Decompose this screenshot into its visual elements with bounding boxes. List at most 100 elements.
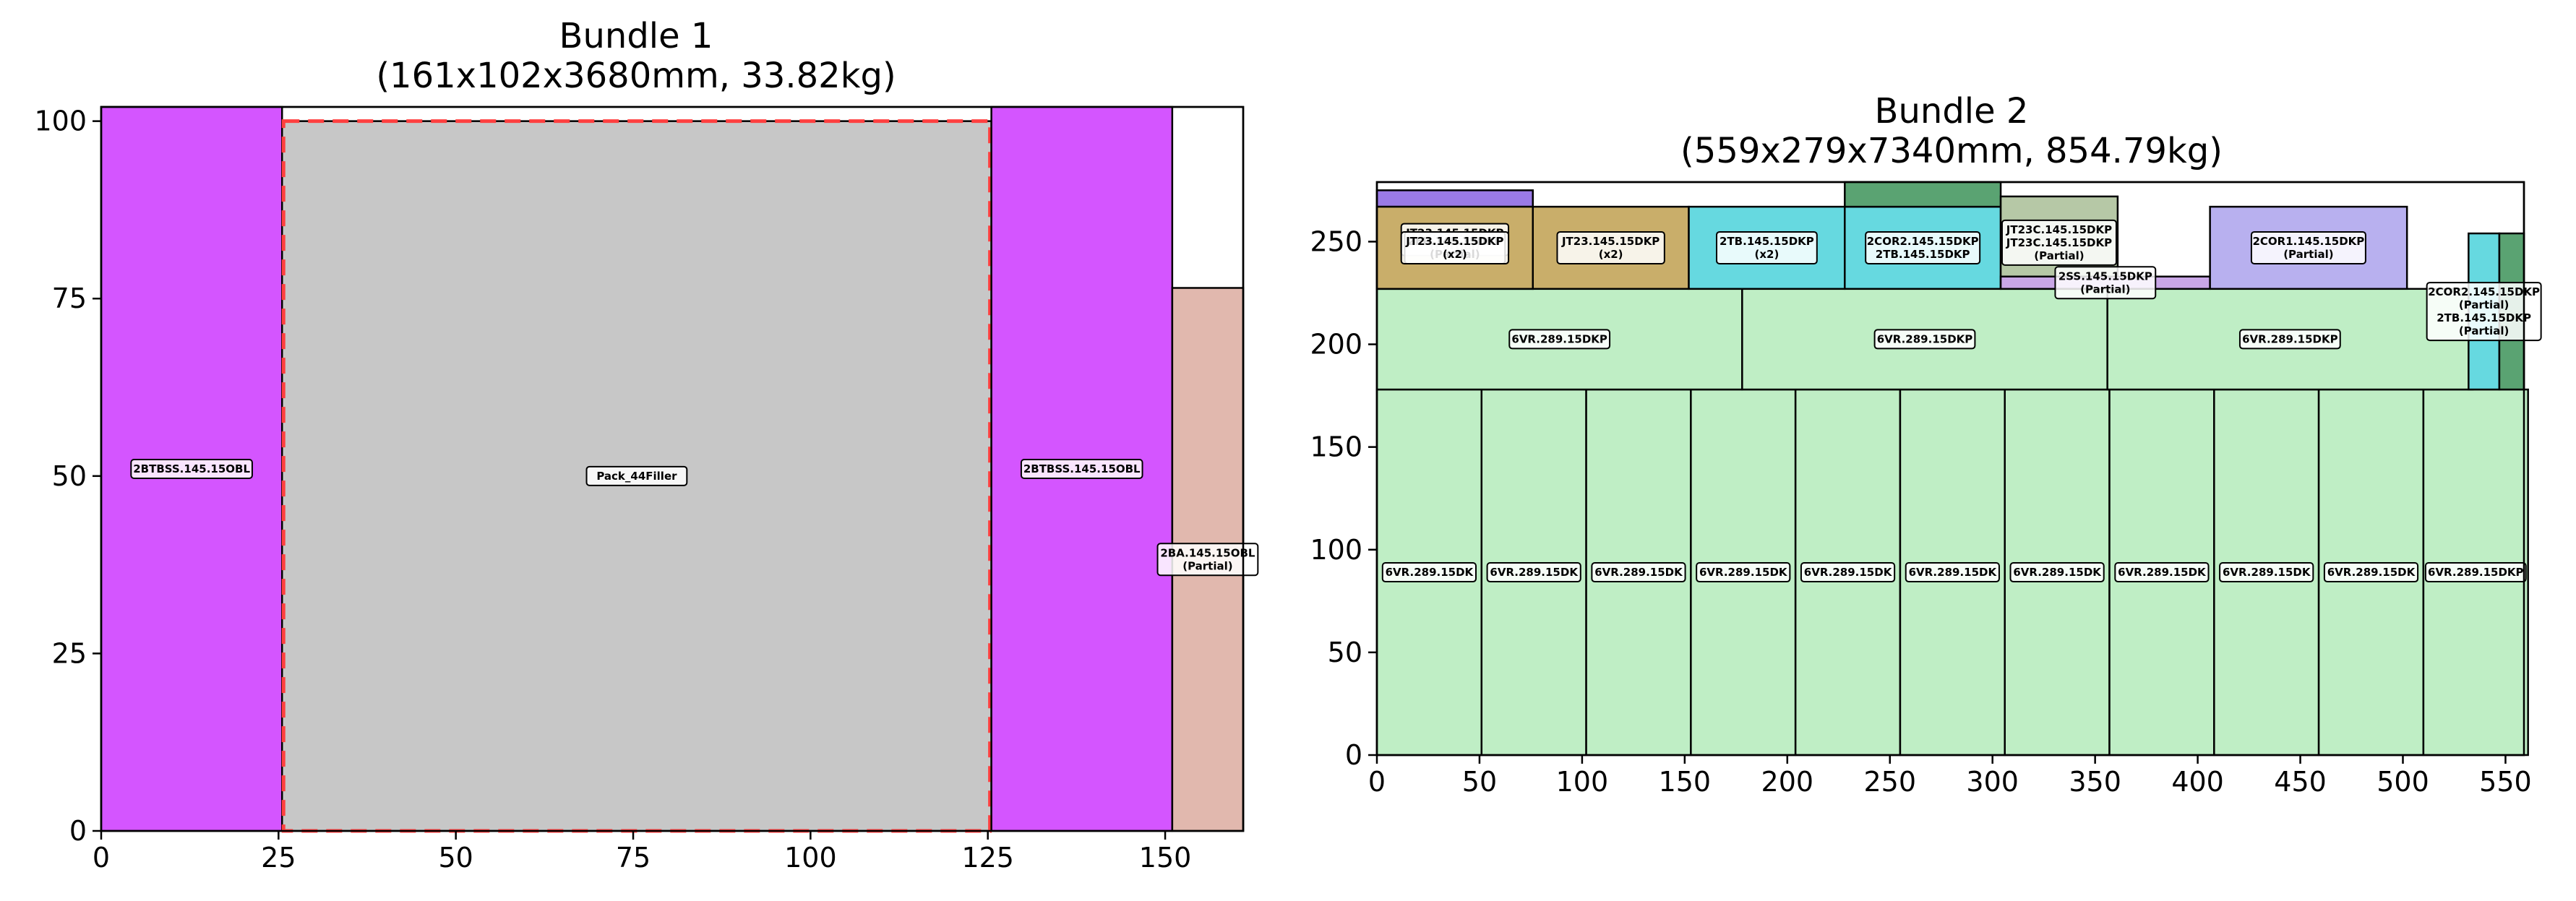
box-label: 6VR.289.15DKP xyxy=(1511,332,1607,345)
axes-frame xyxy=(100,105,1245,832)
box-label: 6VR.289.15DKP xyxy=(2242,332,2338,345)
box-label-bg xyxy=(2426,282,2542,342)
axes-frame xyxy=(1375,181,2525,756)
box-label: (Partial) xyxy=(2459,324,2509,337)
axes: 0 50 100 150 200 250 300 350 400 450 500 550 0 50 100 1… xyxy=(1310,181,2532,798)
box-label: (Partial) xyxy=(2283,248,2333,261)
y-tick-label: 150 xyxy=(1310,431,1362,463)
box-label: JT23C.145.15DKP xyxy=(2006,236,2112,249)
box-label: 6VR.289.15DK xyxy=(1490,566,1579,579)
box-label-bg xyxy=(2424,562,2527,583)
box-label: 2TB.145.15DKP xyxy=(1876,248,1970,261)
box-label: 2BTBSS.145.15OBL xyxy=(133,462,250,475)
x-tick-label: 350 xyxy=(2069,766,2121,798)
x-tick-label: 450 xyxy=(2274,766,2327,798)
box-label: 6VR.289.15DK xyxy=(2223,566,2311,579)
box-label: 2COR2.145.15DKP xyxy=(2428,285,2540,298)
box-label: 6VR.289.15DK xyxy=(1804,566,1893,579)
box-label: Pack_44Filler xyxy=(596,470,677,483)
box-label: (x2) xyxy=(1599,248,1623,261)
box-label-bg xyxy=(2323,562,2419,583)
x-tick-label: 100 xyxy=(784,842,837,874)
box-label-bg xyxy=(1716,230,1818,264)
box-label: 2BA.145.15OBL xyxy=(1160,546,1255,559)
box-label-bg xyxy=(1905,562,2000,583)
bundle-2-title: Bundle 2 xyxy=(1875,91,2029,132)
box-label: 2BTBSS.145.15OBL xyxy=(1023,462,1141,475)
bundle-2-panel: Bundle 2 (559x279x7340mm, 854.79kg) 6VR.… xyxy=(1310,91,2542,798)
box-label-bg xyxy=(1381,562,1477,583)
box-label-bg xyxy=(2001,219,2117,266)
y-tick-label: 0 xyxy=(1345,739,1362,771)
box-label: 6VR.289.15DKP xyxy=(2428,566,2524,579)
x-tick-label: 550 xyxy=(2479,766,2532,798)
box-label: JT23C.145.15DKP xyxy=(2006,223,2112,236)
x-tick-label: 300 xyxy=(1966,766,2019,798)
bundle-1-panel: Bundle 1 (161x102x3680mm, 33.82kg) 2BTBS… xyxy=(34,16,1259,874)
x-tick-label: 75 xyxy=(616,842,651,874)
box-label-bg xyxy=(2238,329,2341,350)
y-tick-label: 25 xyxy=(52,637,87,669)
x-tick-label: 500 xyxy=(2377,766,2429,798)
x-tick-label: 50 xyxy=(439,842,473,874)
box-label-bg xyxy=(1486,562,1581,583)
box-label: (Partial) xyxy=(2080,283,2130,296)
y-tick-label: 100 xyxy=(1310,534,1362,566)
x-tick-label: 150 xyxy=(1139,842,1192,874)
y-tick-label: 100 xyxy=(34,105,87,137)
box-label-bg xyxy=(2219,562,2314,583)
y-tick-label: 0 xyxy=(69,815,87,847)
box-label-bg xyxy=(1865,230,1981,264)
box-label: 2SS.145.15DKP xyxy=(2058,270,2152,283)
box-label: 2COR2.145.15DKP xyxy=(1867,235,1979,248)
x-tick-label: 250 xyxy=(1863,766,1916,798)
packed-box xyxy=(1844,181,2002,208)
axes: 0 25 50 75 100 125 150 0 25 50 75 100 xyxy=(34,105,1245,874)
x-tick-label: 150 xyxy=(1659,766,1712,798)
x-tick-label: 400 xyxy=(2171,766,2224,798)
y-tick-label: 200 xyxy=(1310,329,1362,361)
bundle-2-subtitle: (559x279x7340mm, 854.79kg) xyxy=(1680,131,2223,171)
box-labels: 2BTBSS.145.15OBL Pack_44Filler 2BTBSS.145.… xyxy=(130,459,1259,577)
box-label: (Partial) xyxy=(2459,298,2509,311)
box-labels: 6VR.289.15DK 6VR.289.15DK 6VR.289.15DK 6VR.… xyxy=(1381,219,2542,583)
bundle-1-subtitle: (161x102x3680mm, 33.82kg) xyxy=(376,56,896,96)
x-tick-label: 25 xyxy=(261,842,296,874)
boxes xyxy=(1375,181,2529,756)
box-label: 6VR.289.15DKP xyxy=(1877,332,1973,345)
box-label-bg xyxy=(1591,562,1686,583)
box-label: 2TB.145.15DKP xyxy=(1720,235,1814,248)
x-tick-label: 200 xyxy=(1761,766,1814,798)
x-tick-label: 125 xyxy=(961,842,1014,874)
x-tick-label: 100 xyxy=(1556,766,1609,798)
box-label: (Partial) xyxy=(2034,249,2084,262)
box-label-bg xyxy=(130,459,253,479)
box-label-bg xyxy=(1556,230,1665,264)
box-label: 2TB.145.15DKP xyxy=(2437,311,2531,324)
bundle-1-title: Bundle 1 xyxy=(559,16,713,56)
box-label: 6VR.289.15DK xyxy=(1386,566,1474,579)
x-tick-label: 50 xyxy=(1462,766,1497,798)
box-label-bg xyxy=(585,465,688,486)
box-label: 6VR.289.15DK xyxy=(1594,566,1683,579)
box-label: 6VR.289.15DK xyxy=(1699,566,1788,579)
box-label: JT23.145.15DKP xyxy=(1561,235,1660,248)
box-label: 6VR.289.15DK xyxy=(2327,566,2416,579)
box-label: (x2) xyxy=(1443,248,1467,261)
box-label: (x2) xyxy=(1754,248,1779,261)
box-label-bg xyxy=(1020,459,1143,479)
box-label-bg xyxy=(1156,543,1259,577)
box-label-bg xyxy=(2009,562,2105,583)
box-label: JT23.145.15DKP xyxy=(1405,235,1503,248)
y-tick-label: 50 xyxy=(52,460,87,492)
box-label-bg xyxy=(1400,230,1510,264)
box-label: (Partial) xyxy=(1182,559,1232,572)
box-label: 6VR.289.15DK xyxy=(1909,566,1998,579)
box-label-bg xyxy=(1800,562,1896,583)
box-label-bg xyxy=(1508,329,1611,350)
box-label-bg xyxy=(2114,562,2210,583)
box-label: 2COR1.145.15DKP xyxy=(2252,235,2364,248)
x-tick-label: 0 xyxy=(1368,766,1386,798)
y-tick-label: 50 xyxy=(1328,637,1362,668)
